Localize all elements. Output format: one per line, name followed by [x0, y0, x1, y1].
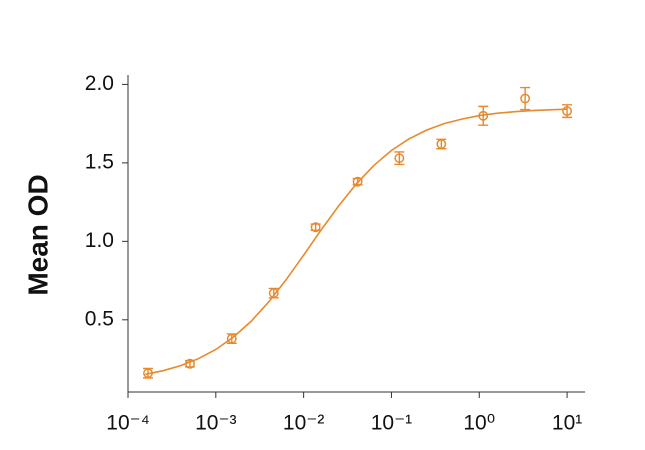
x-tick-label: 10⁰: [463, 412, 495, 435]
x-tick-label: 10⁻¹: [371, 412, 412, 435]
error-bar: [478, 105, 489, 126]
x-tick-label: 10⁻²: [283, 412, 324, 435]
fit-curve: [145, 108, 568, 376]
error-bar: [520, 86, 531, 111]
y-tick-label: 0.5: [85, 307, 114, 330]
point: [226, 333, 237, 344]
x-tick-label: 10⁻³: [195, 412, 236, 435]
y-tick-label: 1.5: [85, 150, 114, 173]
point: [185, 358, 195, 369]
point: [562, 106, 573, 117]
point: [520, 93, 531, 104]
y-tick-label: 2.0: [85, 72, 114, 95]
point: [352, 176, 363, 187]
point: [394, 153, 405, 164]
point: [143, 368, 153, 379]
y-tick-label: 1.0: [85, 229, 114, 252]
x-tick-label: 10¹: [552, 412, 582, 435]
point: [310, 222, 321, 233]
point: [478, 110, 489, 121]
point: [268, 288, 279, 299]
x-tick-label: 10⁻⁴: [106, 412, 149, 435]
point: [436, 139, 447, 149]
y-axis-label: Mean OD: [22, 174, 53, 295]
